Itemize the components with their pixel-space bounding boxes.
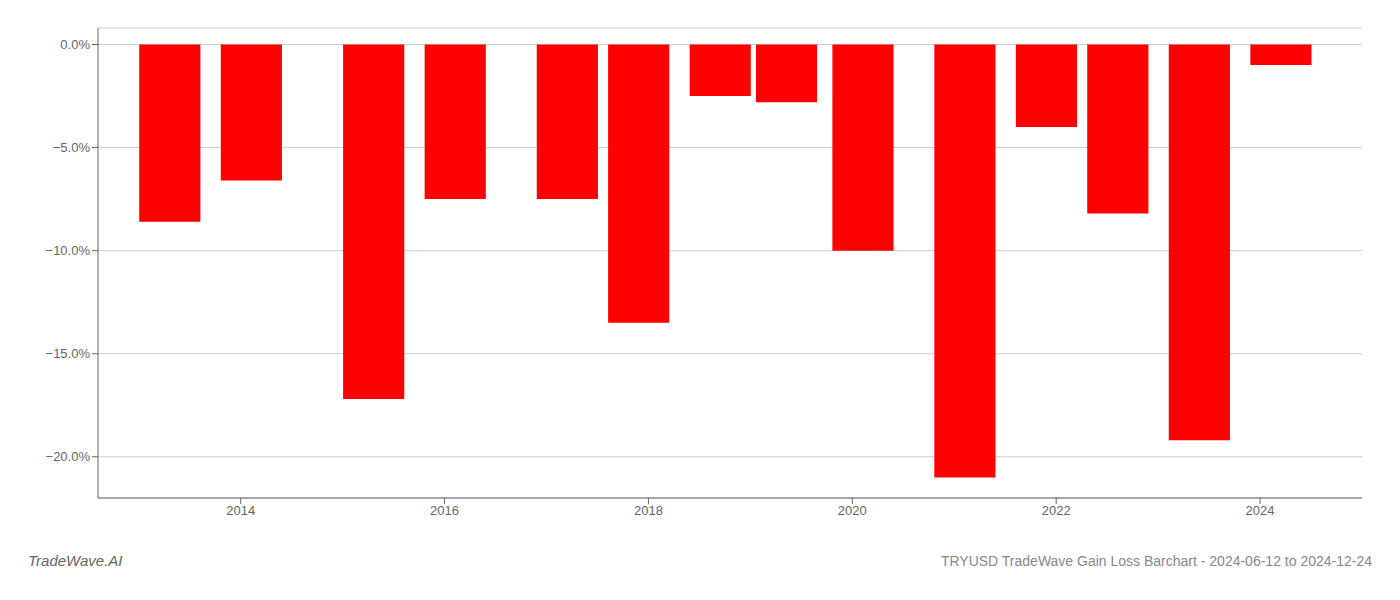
svg-text:2018: 2018 <box>634 503 663 518</box>
svg-text:−20.0%: −20.0% <box>46 449 91 464</box>
html-text:TRYUSD TradeWave Gain Loss Bar: TRYUSD TradeWave Gain Loss Barchart - 20… <box>940 553 1372 569</box>
svg-text:2014: 2014 <box>226 503 255 518</box>
svg-text:−5.0%: −5.0% <box>53 140 91 155</box>
svg-text:−10.0%: −10.0% <box>46 243 91 258</box>
svg-text:2016: 2016 <box>430 503 459 518</box>
html-text:TradeWave.AI: TradeWave.AI <box>28 552 123 569</box>
svg-text:−15.0%: −15.0% <box>46 346 91 361</box>
svg-text:2024: 2024 <box>1246 503 1275 518</box>
svg-text:2022: 2022 <box>1042 503 1071 518</box>
svg-text:2020: 2020 <box>838 503 867 518</box>
svg-text:0.0%: 0.0% <box>60 37 90 52</box>
